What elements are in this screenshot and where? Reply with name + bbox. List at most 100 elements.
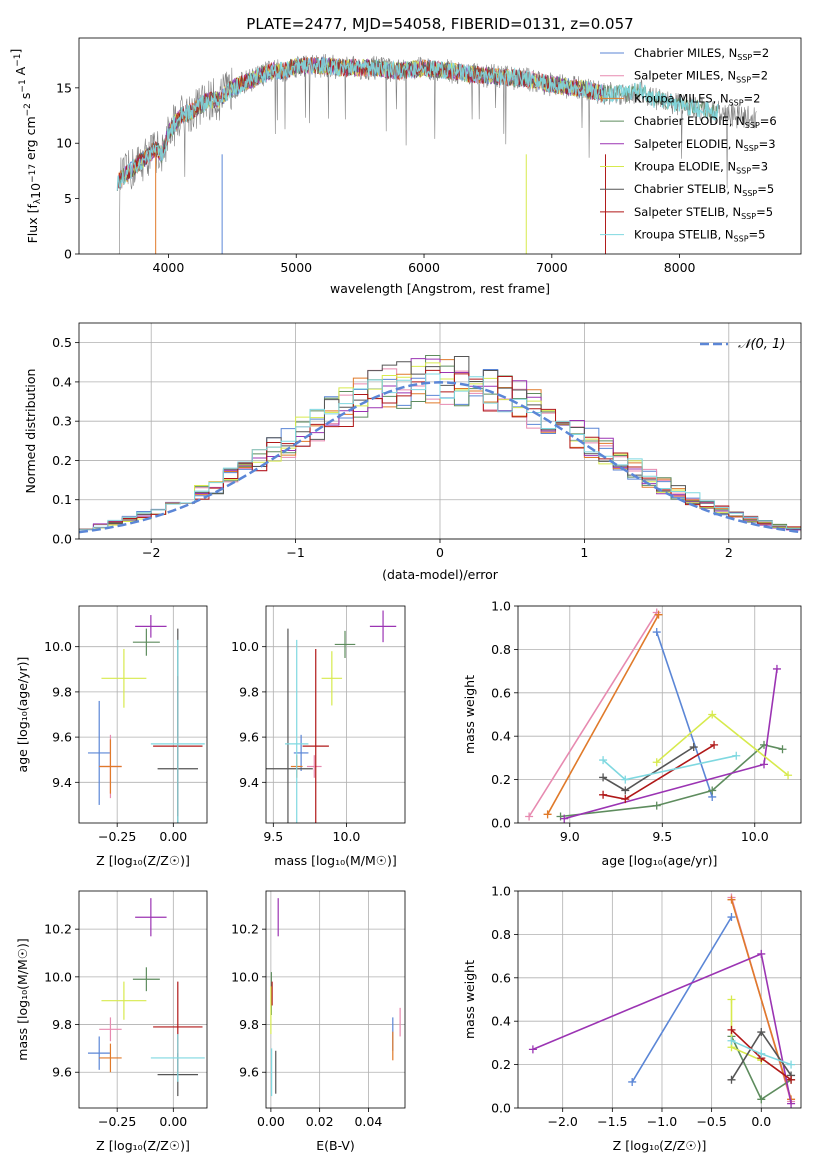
errorbar-chabrier-miles bbox=[87, 1036, 111, 1070]
axes-frame bbox=[265, 605, 406, 824]
x-tick-label: 6000 bbox=[408, 260, 440, 275]
panel-mass-weight-vs-Z: −2.0 −1.5 −1.0 −0.5 0.0 0.0 0.2 0.4 0.6 0.8 1.0 Z [… bbox=[462, 884, 802, 1153]
series-kroupa-stelib bbox=[599, 751, 741, 784]
errorbar-kroupa-elodie bbox=[101, 981, 147, 1020]
series-chabrier-elodie bbox=[556, 740, 787, 821]
plot-area bbox=[270, 898, 401, 1097]
series-line bbox=[655, 631, 713, 798]
panel-residuals: −2 −1 0 1 2 0.0 0.1 0.2 0.3 0.4 0.5 (data-model)/er… bbox=[23, 322, 802, 582]
model-spectrum-line bbox=[116, 57, 719, 191]
x-tick-label: 0.0 bbox=[751, 1114, 771, 1129]
point-marker bbox=[652, 758, 661, 767]
x-tick-label: −1.0 bbox=[647, 1114, 677, 1129]
y-tick-label: 0.6 bbox=[491, 970, 511, 985]
y-axis-label: mass [log₁₀(M/M☉)] bbox=[15, 938, 30, 1060]
x-tick-label: 0.00 bbox=[159, 829, 187, 844]
y-tick-label: 9.6 bbox=[52, 730, 72, 745]
errorbar-chabrier-miles bbox=[87, 700, 111, 805]
legend-label: 𝒩(0, 1) bbox=[738, 337, 785, 352]
y-tick-label: 9.8 bbox=[239, 1017, 259, 1032]
series-kroupa-stelib bbox=[727, 1036, 796, 1069]
series-line bbox=[546, 614, 660, 815]
x-tick-label: 9.5 bbox=[652, 829, 672, 844]
axes-frame bbox=[78, 890, 208, 1109]
series-line bbox=[602, 754, 737, 781]
x-tick-label: 0.00 bbox=[257, 1114, 285, 1129]
series-salpeter-elodie bbox=[560, 664, 781, 823]
point-marker bbox=[708, 786, 717, 795]
legend-label: Kroupa STELIB, NSSP=5 bbox=[634, 228, 765, 244]
y-tick-label: 0.0 bbox=[491, 1101, 511, 1116]
errorbar-chabrier-elodie bbox=[334, 630, 356, 658]
x-tick-label: −0.25 bbox=[98, 829, 136, 844]
point-marker bbox=[727, 1075, 736, 1084]
x-tick-label: 4000 bbox=[153, 260, 185, 275]
x-tick-label: 0.02 bbox=[306, 1114, 334, 1129]
y-tick-label: 0.8 bbox=[491, 642, 511, 657]
errorbar-salpeter-elodie bbox=[135, 898, 167, 937]
y-tick-label: 10.0 bbox=[44, 639, 72, 654]
y-tick-label: 9.8 bbox=[52, 1017, 72, 1032]
y-tick-label: 0.0 bbox=[52, 532, 72, 547]
point-marker bbox=[727, 1025, 736, 1034]
axes-frame bbox=[265, 890, 406, 1109]
series-line bbox=[730, 899, 792, 1100]
point-marker bbox=[621, 775, 630, 784]
x-tick-label: −2.0 bbox=[548, 1114, 578, 1129]
point-marker bbox=[732, 751, 741, 760]
x-axis-label: Z [log₁₀(Z/Z☉)] bbox=[96, 853, 190, 868]
series-line bbox=[656, 713, 789, 776]
errorbar-chabrier-stelib bbox=[266, 628, 313, 823]
y-tick-label: 10.2 bbox=[231, 922, 259, 937]
y-tick-label: 9.4 bbox=[239, 775, 259, 790]
axes-frame bbox=[78, 37, 802, 255]
errorbar-kroupa-elodie bbox=[321, 651, 343, 706]
series-kroupa-elodie bbox=[652, 710, 793, 780]
point-marker bbox=[787, 1060, 796, 1069]
errorbar-kroupa-stelib bbox=[285, 639, 309, 823]
series-salpeter-stelib bbox=[599, 740, 719, 804]
series-kroupa-miles bbox=[543, 610, 663, 819]
series-salpeter-elodie bbox=[528, 949, 796, 1108]
y-tick-label: 1.0 bbox=[491, 599, 511, 614]
axes-frame bbox=[78, 605, 208, 824]
y-tick-label: 0.0 bbox=[491, 816, 511, 831]
y-tick-label: 0.2 bbox=[491, 772, 511, 787]
y-tick-label: 0.2 bbox=[491, 1057, 511, 1072]
y-axis-label: Flux [fλ10−17 erg cm−2 s−1 A−1] bbox=[8, 49, 43, 244]
series-salpeter-stelib bbox=[727, 1025, 796, 1084]
series-line bbox=[602, 746, 695, 792]
y-tick-label: 15 bbox=[56, 80, 72, 95]
x-tick-label: −1.5 bbox=[597, 1114, 627, 1129]
x-axis-label: (data-model)/error bbox=[382, 567, 499, 582]
point-marker bbox=[772, 664, 781, 673]
y-tick-label: 0.4 bbox=[491, 1014, 511, 1029]
point-marker bbox=[727, 895, 736, 904]
point-marker bbox=[778, 745, 787, 754]
x-axis-label: E(B-V) bbox=[316, 1138, 355, 1153]
x-tick-label: −1 bbox=[286, 545, 304, 560]
errorbar-salpeter-elodie bbox=[135, 615, 167, 638]
y-tick-label: 5 bbox=[64, 191, 72, 206]
legend-label: Salpeter ELODIE, NSSP=3 bbox=[634, 137, 776, 153]
figure-title: PLATE=2477, MJD=54058, FIBERID=0131, z=0… bbox=[246, 15, 633, 33]
legend-label: Chabrier ELODIE, NSSP=6 bbox=[634, 114, 777, 130]
panel-spectrum: 4000 5000 6000 7000 8000 0 5 10 15 wavelength [An… bbox=[8, 37, 802, 296]
y-axis-label: age [log₁₀(age/yr)] bbox=[15, 657, 30, 773]
y-axis-label: mass weight bbox=[462, 675, 477, 754]
point-marker bbox=[652, 801, 661, 810]
errorbar-kroupa-stelib bbox=[150, 1034, 205, 1082]
y-tick-label: 0.6 bbox=[491, 685, 511, 700]
series-salpeter-miles bbox=[525, 608, 661, 821]
point-marker bbox=[628, 1077, 637, 1086]
series-chabrier-stelib bbox=[599, 743, 698, 795]
legend-label: Kroupa MILES, NSSP=2 bbox=[634, 91, 760, 107]
y-tick-label: 9.8 bbox=[52, 684, 72, 699]
x-axis-label: mass [log₁₀(M/M☉)] bbox=[274, 853, 396, 868]
y-tick-label: 9.8 bbox=[239, 684, 259, 699]
panel-mass-vs-Z: −0.25 0.00 9.6 9.8 10.0 10.2 Z [log₁₀(Z/Z☉)] ma… bbox=[15, 890, 208, 1153]
observed-spectrum-line bbox=[117, 53, 757, 254]
series-line bbox=[560, 744, 783, 818]
legend-label: Salpeter MILES, NSSP=2 bbox=[634, 69, 768, 85]
